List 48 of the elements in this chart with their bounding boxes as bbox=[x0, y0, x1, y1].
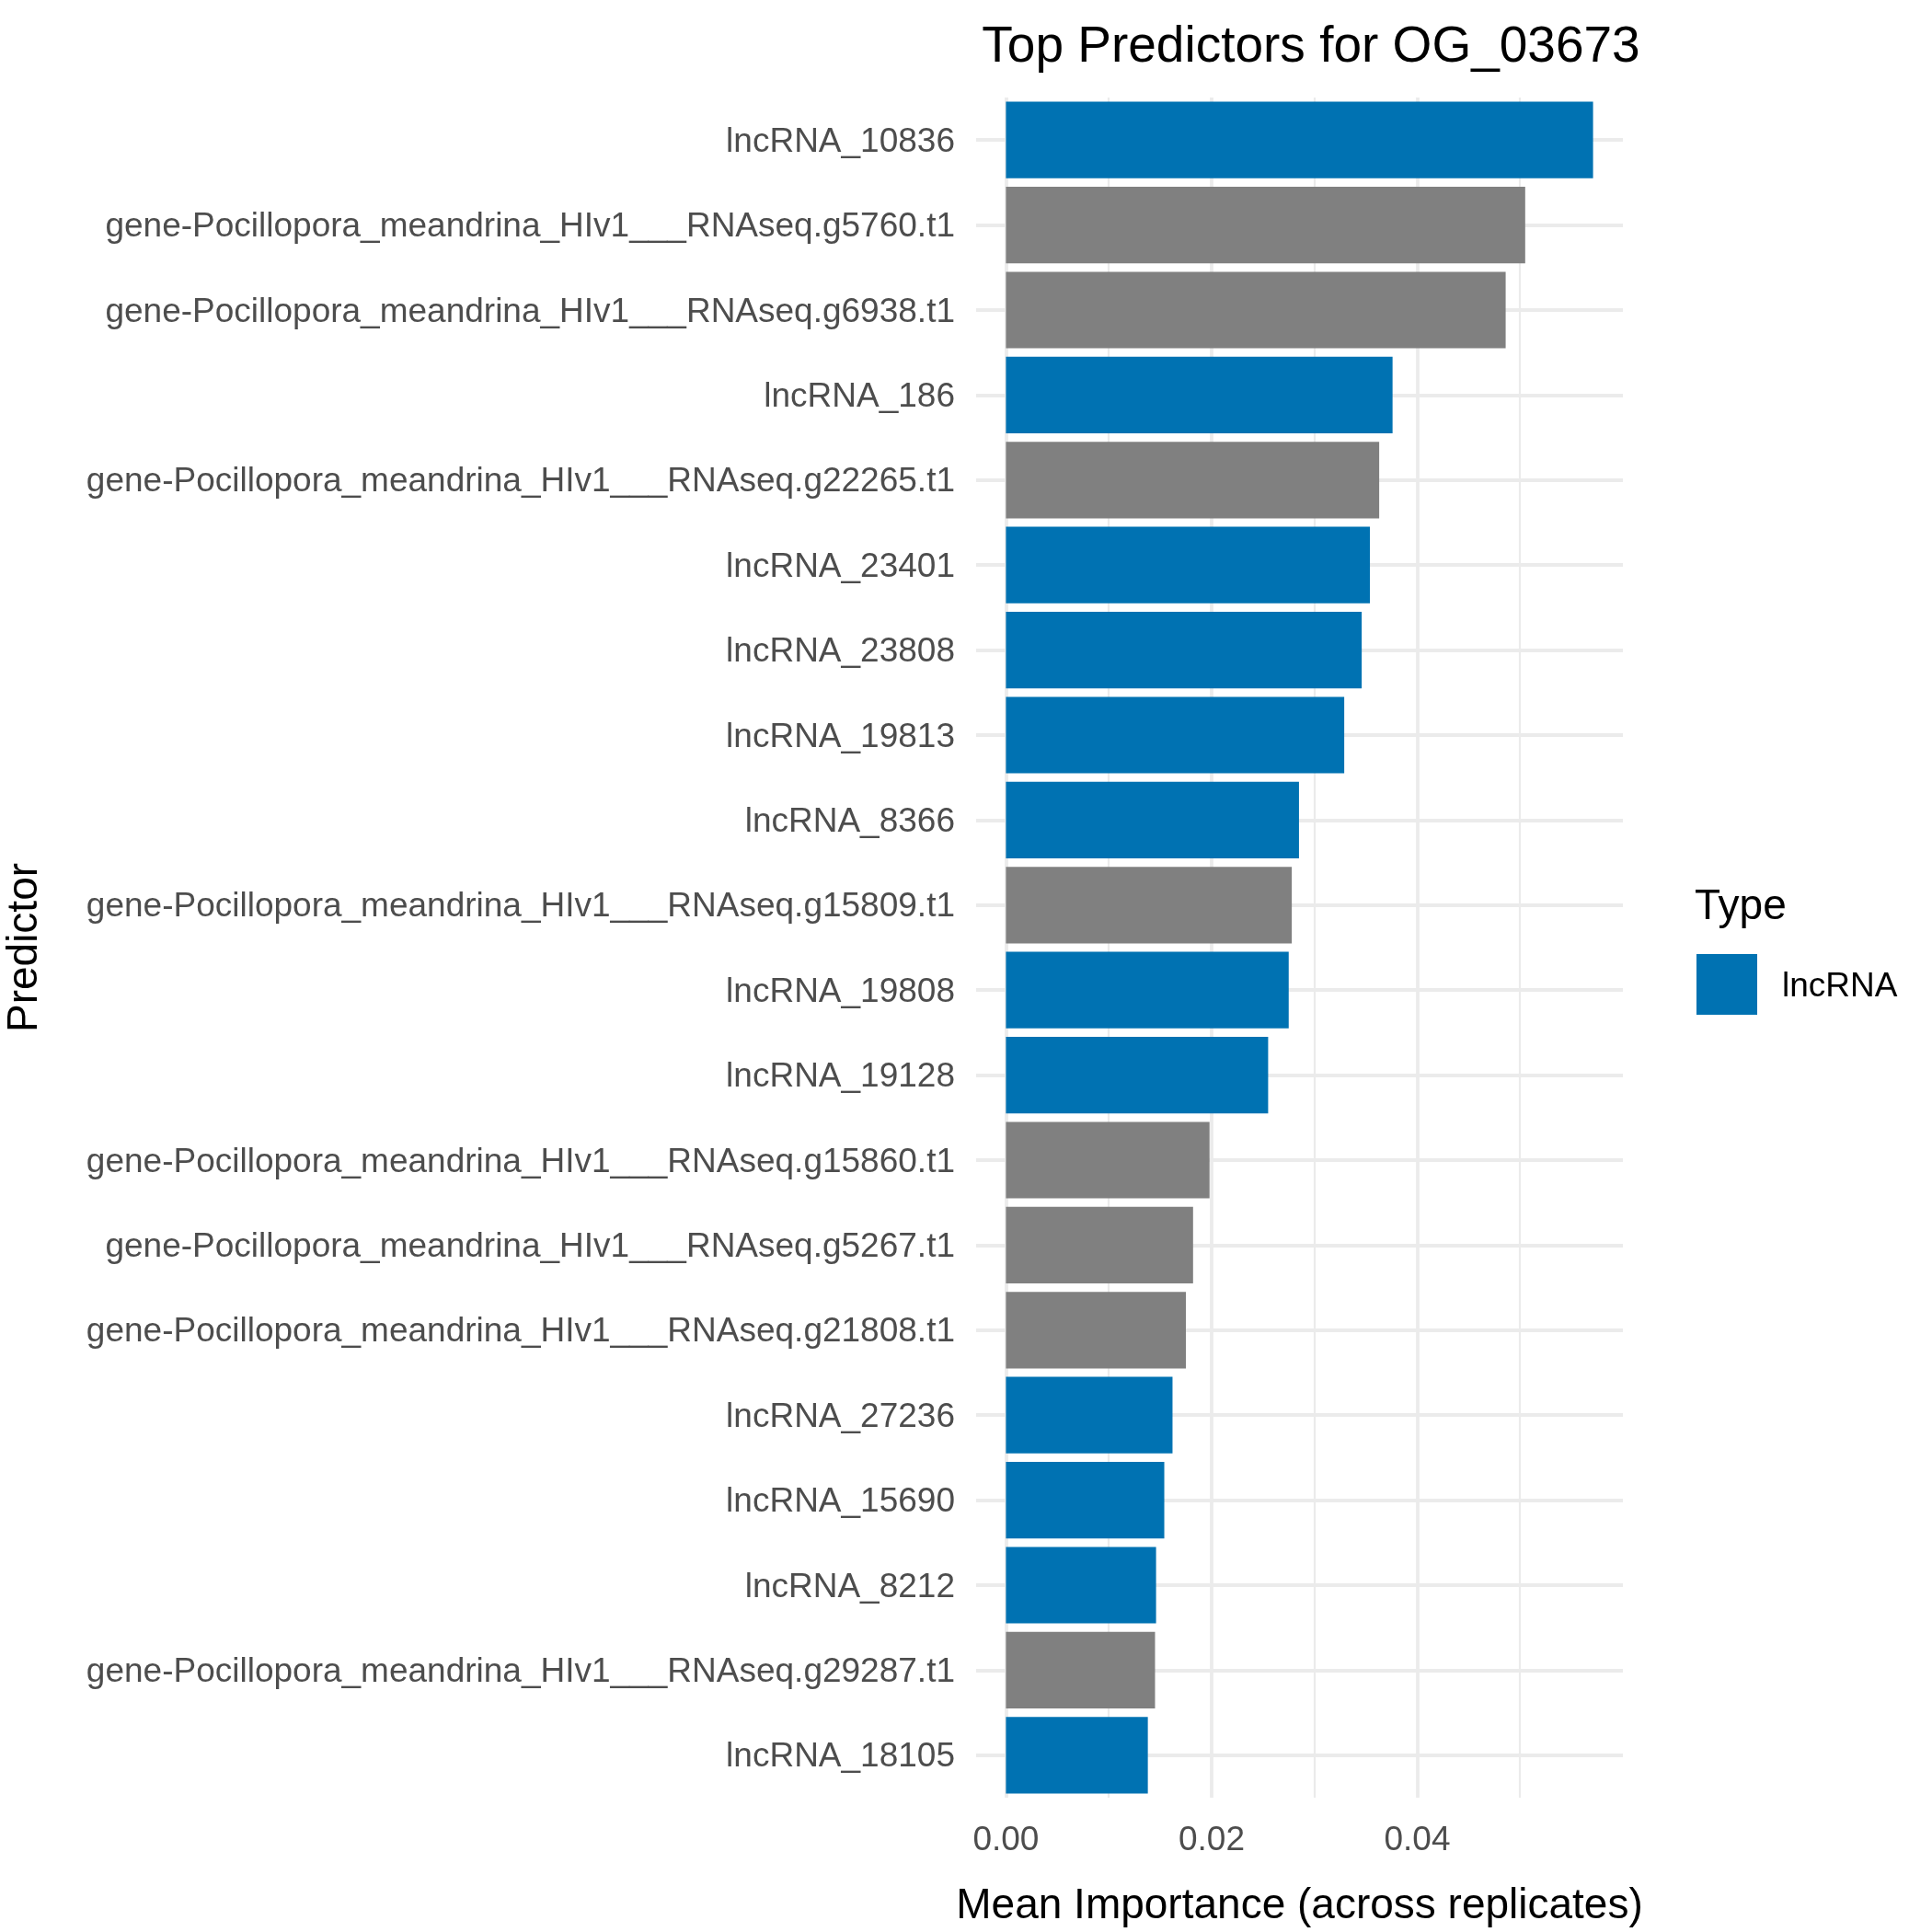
x-axis-title: Mean Importance (across replicates) bbox=[956, 1880, 1643, 1927]
y-tick-label: lncRNA_8366 bbox=[744, 800, 955, 839]
y-tick-label: gene-Pocillopora_meandrina_HIv1___RNAseq.g29287.t1 bbox=[86, 1650, 955, 1689]
y-tick-label: gene-Pocillopora_meandrina_HIv1___RNAseq.g21808.t1 bbox=[86, 1311, 955, 1350]
bar bbox=[1006, 1037, 1269, 1114]
bar bbox=[1006, 781, 1299, 858]
y-tick-label: gene-Pocillopora_meandrina_HIv1___RNAseq.g15860.t1 bbox=[86, 1141, 955, 1179]
bar bbox=[1006, 867, 1293, 944]
chart-title: Top Predictors for OG_03673 bbox=[982, 15, 1640, 73]
bar bbox=[1006, 1376, 1173, 1454]
bar bbox=[1006, 1462, 1165, 1539]
y-tick-label: lncRNA_186 bbox=[764, 375, 955, 414]
bar bbox=[1006, 696, 1345, 774]
y-tick-label: gene-Pocillopora_meandrina_HIv1___RNAseq.g5267.t1 bbox=[105, 1225, 955, 1264]
bar bbox=[1006, 101, 1593, 178]
y-tick-label: lncRNA_19808 bbox=[726, 971, 955, 1009]
legend-title: Type bbox=[1695, 880, 1787, 928]
y-tick-label: lncRNA_18105 bbox=[726, 1736, 955, 1775]
y-tick-label: gene-Pocillopora_meandrina_HIv1___RNAseq.g22265.t1 bbox=[86, 461, 955, 500]
bar bbox=[1006, 1206, 1193, 1283]
y-tick-label: gene-Pocillopora_meandrina_HIv1___RNAseq.g6938.t1 bbox=[105, 291, 955, 329]
y-tick-label: lncRNA_19128 bbox=[726, 1056, 955, 1095]
x-tick-label: 0.02 bbox=[1178, 1820, 1245, 1857]
y-axis-title: Predictor bbox=[0, 862, 46, 1033]
bar bbox=[1006, 356, 1393, 433]
bar bbox=[1006, 1631, 1156, 1708]
bar bbox=[1006, 526, 1371, 604]
bar bbox=[1006, 951, 1289, 1029]
bar bbox=[1006, 1547, 1156, 1624]
bar bbox=[1006, 612, 1363, 689]
x-tick-label: 0.04 bbox=[1384, 1820, 1451, 1857]
bar bbox=[1006, 187, 1525, 264]
y-tick-label: lncRNA_10836 bbox=[726, 121, 955, 159]
bar bbox=[1006, 271, 1506, 349]
bar bbox=[1006, 1292, 1186, 1369]
y-tick-label: lncRNA_23808 bbox=[726, 631, 955, 670]
bar bbox=[1006, 1121, 1210, 1199]
y-tick-label: lncRNA_27236 bbox=[726, 1396, 955, 1434]
y-tick-label: lncRNA_8212 bbox=[744, 1566, 955, 1604]
y-tick-label: lncRNA_23401 bbox=[726, 546, 955, 584]
bar bbox=[1006, 442, 1380, 519]
y-tick-label: gene-Pocillopora_meandrina_HIv1___RNAseq.g5760.t1 bbox=[105, 206, 955, 245]
bar bbox=[1006, 1717, 1148, 1794]
y-tick-label: lncRNA_15690 bbox=[726, 1481, 955, 1520]
x-tick-label: 0.00 bbox=[972, 1820, 1040, 1857]
y-tick-label: gene-Pocillopora_meandrina_HIv1___RNAseq.g15809.t1 bbox=[86, 886, 955, 925]
legend-label: lncRNA bbox=[1782, 965, 1898, 1004]
y-tick-label: lncRNA_19813 bbox=[726, 716, 955, 754]
